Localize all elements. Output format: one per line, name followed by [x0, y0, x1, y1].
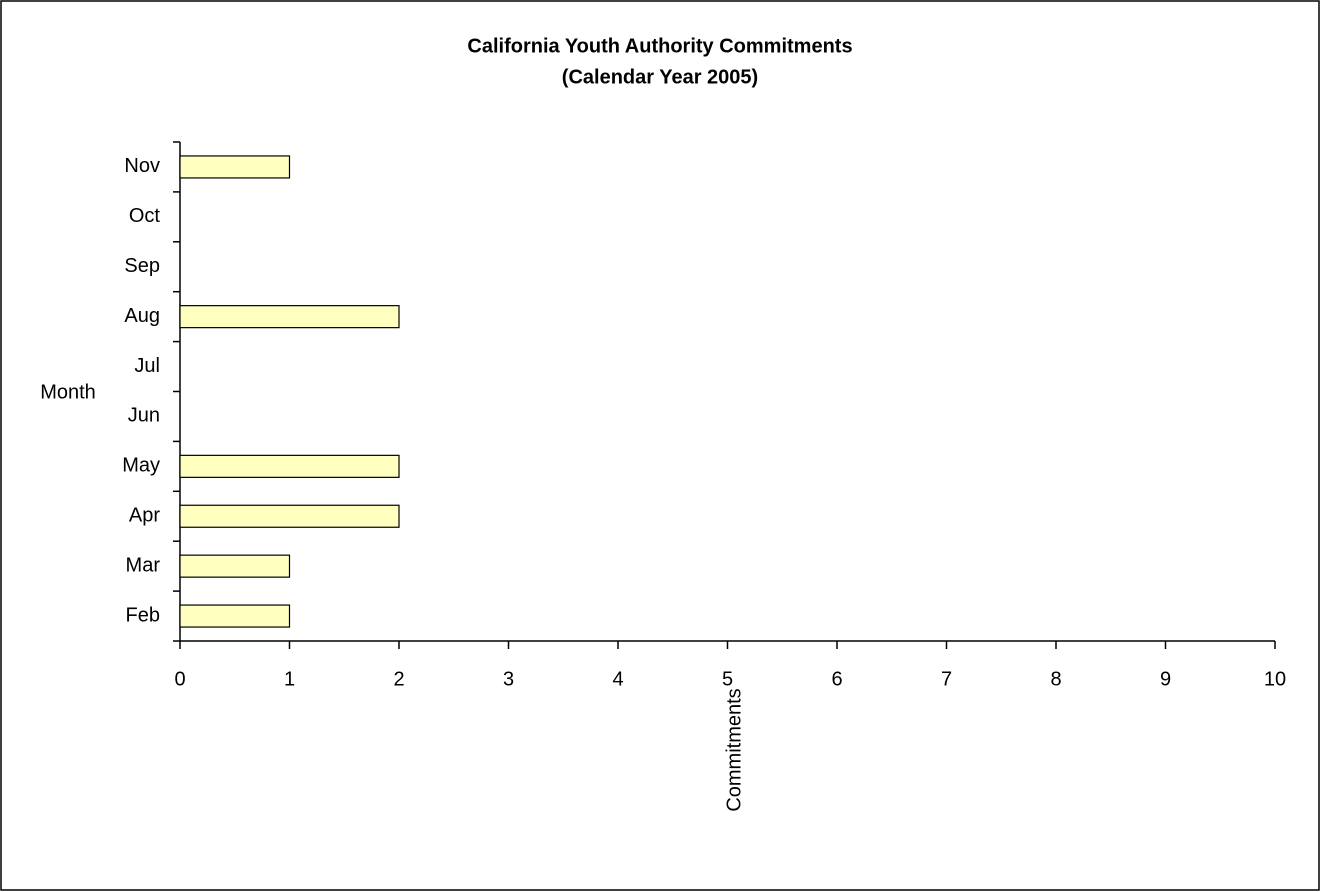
x-tick-label: 2 [393, 668, 404, 690]
y-axis-label: Month [40, 381, 96, 403]
x-tick-label: 8 [1050, 668, 1061, 690]
x-tick-label: 9 [1160, 668, 1171, 690]
x-axis-label: Commitments [723, 688, 745, 811]
y-tick-label: Nov [124, 155, 160, 177]
bar [179, 504, 400, 528]
bar [179, 454, 400, 478]
x-tick-label: 10 [1264, 668, 1286, 690]
y-tick-label: May [122, 455, 160, 477]
y-tick-label: Jul [134, 355, 160, 377]
y-tick-label: Apr [129, 505, 160, 527]
y-tick-label: Feb [126, 604, 160, 626]
chart-subtitle: (Calendar Year 2005) [562, 66, 758, 88]
y-tick-label: Mar [126, 554, 161, 576]
bar [179, 155, 291, 179]
x-tick-label: 0 [174, 668, 185, 690]
y-tick-label: Oct [129, 205, 161, 227]
y-tick-label: Sep [124, 255, 160, 277]
x-tick-label: 3 [503, 668, 514, 690]
x-tick-label: 1 [284, 668, 295, 690]
x-tick-label: 5 [722, 668, 733, 690]
x-tick-label: 4 [612, 668, 623, 690]
x-tick-label: 6 [831, 668, 842, 690]
x-tick-label: 7 [941, 668, 952, 690]
bar [179, 554, 291, 578]
chart-title: California Youth Authority Commitments [467, 35, 852, 57]
y-tick-label: Jun [128, 405, 160, 427]
y-tick-label: Aug [124, 305, 160, 327]
bar [179, 604, 291, 628]
bar [179, 305, 400, 329]
